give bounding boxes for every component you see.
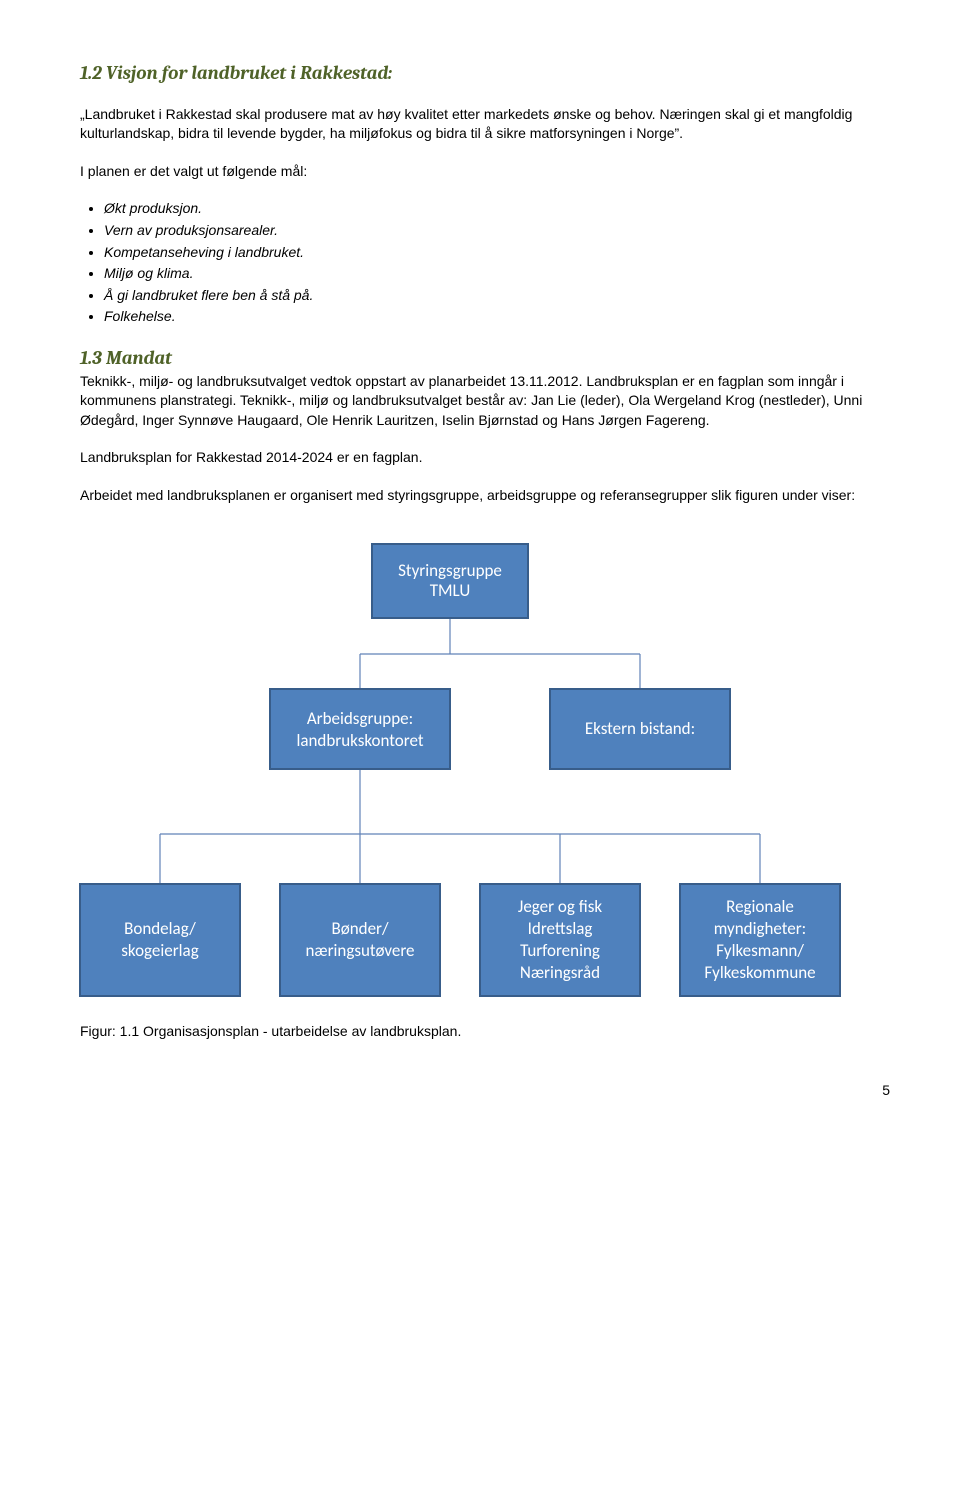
goal-item: Kompetanseheving i landbruket.: [104, 243, 890, 263]
svg-text:Næringsråd: Næringsråd: [520, 962, 600, 983]
vision-quote: „Landbruket i Rakkestad skal produsere m…: [80, 105, 890, 144]
node-bondelag: Bondelag/ skogeierlag: [80, 884, 240, 996]
svg-text:næringsutøvere: næringsutøvere: [306, 940, 415, 961]
svg-text:TMLU: TMLU: [430, 580, 471, 601]
svg-text:myndigheter:: myndigheter:: [714, 918, 806, 939]
goal-item: Økt produksjon.: [104, 199, 890, 219]
page-number: 5: [80, 1081, 890, 1101]
svg-text:skogeierlag: skogeierlag: [121, 940, 198, 961]
goal-item: Å gi landbruket flere ben å stå på.: [104, 286, 890, 306]
svg-text:Fylkesmann/: Fylkesmann/: [716, 940, 804, 961]
svg-text:Idrettslag: Idrettslag: [528, 918, 593, 939]
svg-text:Fylkeskommune: Fylkeskommune: [704, 962, 815, 983]
svg-text:Bondelag/: Bondelag/: [124, 918, 196, 939]
svg-text:Arbeidsgruppe:: Arbeidsgruppe:: [307, 708, 413, 729]
svg-text:Styringsgruppe: Styringsgruppe: [398, 560, 502, 581]
node-ekstern: Ekstern bistand:: [550, 689, 730, 769]
node-arbeidsgruppe: Arbeidsgruppe: landbrukskontoret: [270, 689, 450, 769]
svg-text:Turforening: Turforening: [520, 940, 600, 961]
goals-intro: I planen er det valgt ut følgende mål:: [80, 162, 890, 182]
mandat-body1: Teknikk-, miljø- og landbruksutvalget ve…: [80, 373, 862, 428]
section-heading-1-2: 1.2 Visjon for landbruket i Rakkestad:: [80, 60, 890, 87]
mandat-para3: Arbeidet med landbruksplanen er organise…: [80, 486, 890, 506]
svg-text:Bønder/: Bønder/: [331, 918, 388, 939]
svg-text:Ekstern bistand:: Ekstern bistand:: [585, 718, 695, 739]
goal-item: Vern av produksjonsarealer.: [104, 221, 890, 241]
svg-text:Regionale: Regionale: [726, 896, 794, 917]
figure-caption: Figur: 1.1 Organisasjonsplan - utarbeide…: [80, 1022, 890, 1042]
mandat-para1: 1.3 Mandat Teknikk-, miljø- og landbruks…: [80, 345, 890, 430]
node-styringsgruppe: Styringsgruppe TMLU: [372, 544, 528, 618]
svg-text:landbrukskontoret: landbrukskontoret: [296, 730, 423, 751]
node-regionale: Regionale myndigheter: Fylkesmann/ Fylke…: [680, 884, 840, 996]
goals-list: Økt produksjon. Vern av produksjonsareal…: [104, 199, 890, 327]
goal-item: Folkehelse.: [104, 307, 890, 327]
goal-item: Miljø og klima.: [104, 264, 890, 284]
org-chart-figure: Styringsgruppe TMLU Arbeidsgruppe: landb…: [60, 524, 890, 1014]
section-heading-1-3: 1.3 Mandat: [80, 347, 172, 369]
svg-text:Jeger og fisk: Jeger og fisk: [518, 896, 602, 917]
org-chart-svg: Styringsgruppe TMLU Arbeidsgruppe: landb…: [60, 524, 880, 1014]
node-bonder: Bønder/ næringsutøvere: [280, 884, 440, 996]
mandat-para2: Landbruksplan for Rakkestad 2014-2024 er…: [80, 448, 890, 468]
node-jeger: Jeger og fisk Idrettslag Turforening Nær…: [480, 884, 640, 996]
